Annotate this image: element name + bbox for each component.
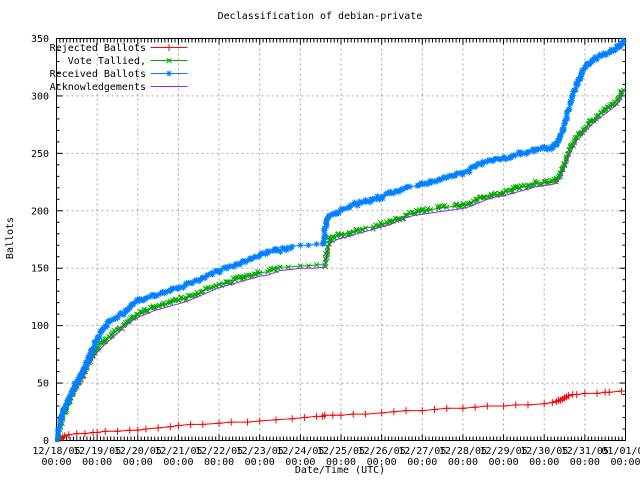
y-axis-label: Ballots: [5, 217, 16, 259]
x-tick-label-time: 00:00: [326, 457, 356, 468]
series-rejected-ballots: [55, 387, 625, 442]
x-tick-label-date: 12/24/05: [276, 446, 324, 457]
x-tick-label-time: 00:00: [407, 457, 437, 468]
x-tick-label-time: 00:00: [570, 457, 600, 468]
legend-label-received-ballots: Received Ballots: [50, 69, 146, 80]
y-tick-label: 250: [31, 149, 49, 160]
plot-generated-layers: 05010015020025030035012/18/0500:0012/19/…: [31, 34, 640, 468]
series-acknowledgements: [56, 92, 624, 441]
x-tick-label-time: 00:00: [163, 457, 193, 468]
chart-title: Declassification of debian-private: [218, 11, 423, 22]
y-tick-labels: 0 50 100 150 200 250 300 350: [31, 34, 49, 447]
series-received-ballots: [55, 37, 627, 442]
x-tick-label-time: 00:00: [204, 457, 234, 468]
x-tick-label-date: 12/18/05: [32, 446, 80, 457]
grid: [56, 38, 626, 441]
x-tick-label-date: 12/26/05: [358, 446, 406, 457]
y-tick-label: 50: [37, 379, 49, 390]
x-tick-labels: 12/18/0500:0012/19/0500:0012/20/0500:001…: [32, 446, 640, 468]
x-tick-label-date: 12/30/05: [520, 446, 568, 457]
legend-label-vote-tallied: Vote Tallied,: [68, 56, 146, 67]
legend: Rejected Ballots Vote Tallied, Received …: [50, 43, 146, 93]
x-tick-label-time: 00:00: [82, 457, 112, 468]
x-tick-label-time: 00:00: [529, 457, 559, 468]
x-tick-label-date: 12/23/05: [236, 446, 284, 457]
series-vote-tallied: [55, 87, 627, 442]
y-tick-label: 150: [31, 264, 49, 275]
x-tick-label-date: 12/25/05: [317, 446, 365, 457]
x-tick-label-date: 12/22/05: [195, 446, 243, 457]
legend-samples: [150, 44, 188, 87]
x-tick-label-time: 00:00: [123, 457, 153, 468]
y-tick-label: 0: [43, 436, 49, 447]
x-tick-label-time: 00:00: [285, 457, 315, 468]
y-tick-label: 200: [31, 206, 49, 217]
x-tick-label-date: 12/27/05: [398, 446, 446, 457]
x-tick-label-date: 12/31/05: [561, 446, 609, 457]
x-tick-label-time: 00:00: [367, 457, 397, 468]
x-tick-label-date: 12/20/05: [114, 446, 162, 457]
y-tick-label: 350: [31, 34, 49, 45]
y-tick-label: 100: [31, 321, 49, 332]
x-tick-label-date: 01/01/06: [601, 446, 640, 457]
legend-label-acknowledgements: Acknowledgements: [50, 82, 146, 93]
x-tick-label-date: 12/21/05: [154, 446, 202, 457]
x-tick-label-date: 12/19/05: [73, 446, 121, 457]
x-tick-label-date: 12/28/05: [439, 446, 487, 457]
y-tick-label: 300: [31, 91, 49, 102]
x-tick-label-time: 00:00: [448, 457, 478, 468]
x-axis-label: Date/Time (UTC): [295, 465, 385, 476]
x-tick-label-time: 00:00: [245, 457, 275, 468]
x-tick-label-time: 00:00: [610, 457, 640, 468]
x-tick-label-time: 00:00: [41, 457, 71, 468]
legend-label-rejected-ballots: Rejected Ballots: [50, 43, 146, 54]
x-tick-label-time: 00:00: [489, 457, 519, 468]
x-tick-label-date: 12/29/05: [479, 446, 527, 457]
